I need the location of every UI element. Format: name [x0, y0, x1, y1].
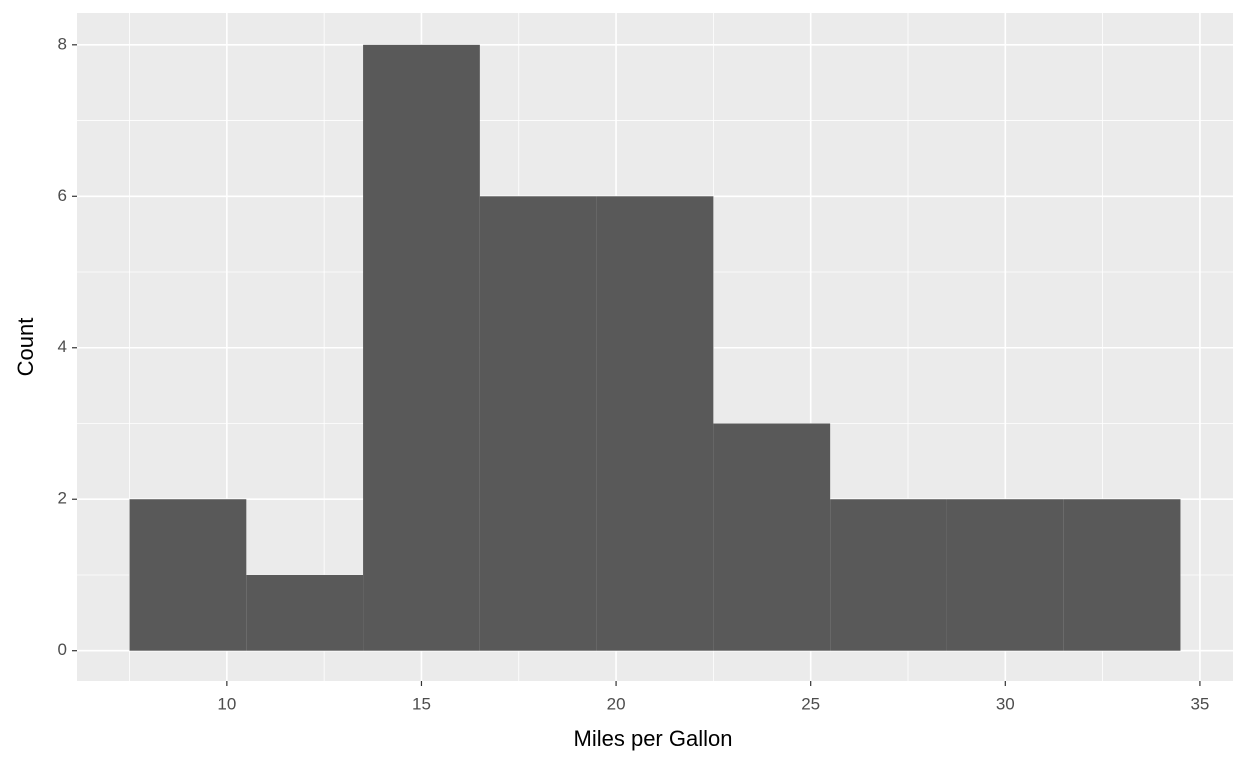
- y-axis-title: Count: [13, 318, 38, 377]
- bar: [246, 574, 364, 651]
- bar: [129, 499, 247, 651]
- bar: [363, 44, 480, 651]
- x-tick-label: 20: [607, 694, 626, 713]
- x-tick-label: 15: [412, 694, 431, 713]
- bar: [946, 499, 1064, 651]
- bar: [479, 196, 597, 651]
- y-tick-label: 0: [58, 640, 67, 659]
- y-tick-label: 8: [58, 34, 67, 53]
- x-tick-label: 10: [217, 694, 236, 713]
- y-tick-label: 2: [58, 489, 67, 508]
- bar: [830, 499, 947, 651]
- bar: [596, 196, 714, 651]
- y-tick-label: 4: [58, 337, 67, 356]
- bar: [1063, 499, 1181, 651]
- x-tick-label: 30: [996, 694, 1015, 713]
- x-axis-title: Miles per Gallon: [574, 726, 733, 751]
- bar: [713, 423, 831, 651]
- x-tick-label: 35: [1190, 694, 1209, 713]
- y-tick-label: 6: [58, 186, 67, 205]
- x-tick-label: 25: [801, 694, 820, 713]
